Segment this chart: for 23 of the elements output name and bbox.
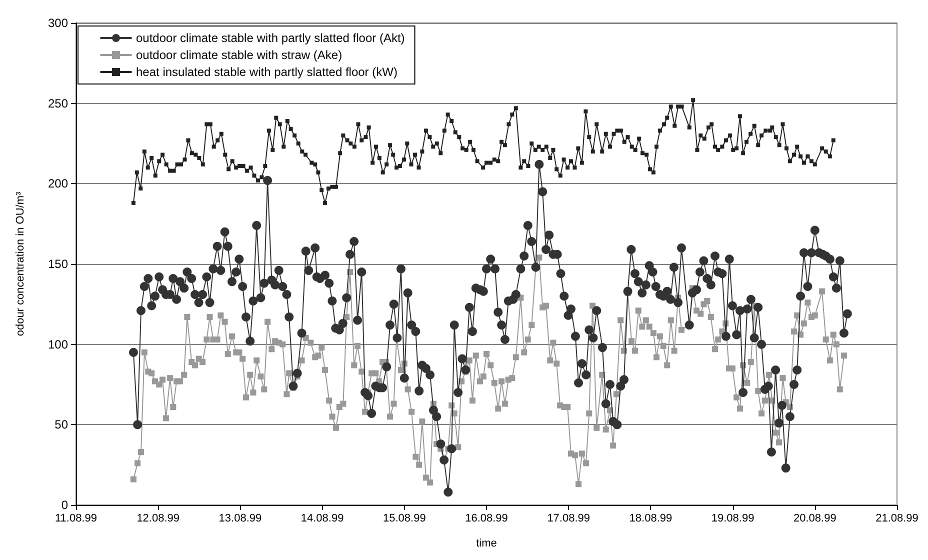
- x-tick-label: 18.08.99: [629, 512, 672, 524]
- x-tick-label: 13.08.99: [218, 512, 262, 524]
- x-tick-label: 11.08.99: [54, 512, 98, 524]
- x-tick-label: 15.08.99: [382, 512, 426, 524]
- y-tick-label: 200: [48, 176, 68, 191]
- x-tick-label: 19.08.99: [711, 512, 754, 524]
- legend-label: outdoor climate stable with straw (Ake): [136, 48, 342, 62]
- y-tick-label: 150: [48, 257, 68, 271]
- x-tick-label: 12.08.99: [136, 512, 180, 524]
- x-tick-label: 17.08.99: [547, 512, 590, 524]
- x-tick-label: 14.08.99: [300, 512, 344, 524]
- y-axis-title: odour concentration in OU/m³: [14, 192, 26, 336]
- x-axis-title: time: [476, 538, 497, 550]
- y-tick-label: 100: [48, 337, 68, 352]
- x-tick-label: 21.08.99: [876, 512, 918, 524]
- x-tick-label: 20.08.99: [793, 512, 836, 524]
- y-tick-label: 250: [48, 96, 68, 110]
- y-tick-label: 0: [61, 498, 68, 512]
- y-tick-label: 300: [48, 16, 68, 30]
- legend-label: outdoor climate stable with partly slatted floor (Akt): [136, 31, 405, 45]
- x-tick-label: 16.08.99: [465, 512, 508, 524]
- legend-label: heat insulated stable with partly slatted floor (kW): [136, 65, 398, 79]
- y-tick-label: 50: [54, 418, 68, 432]
